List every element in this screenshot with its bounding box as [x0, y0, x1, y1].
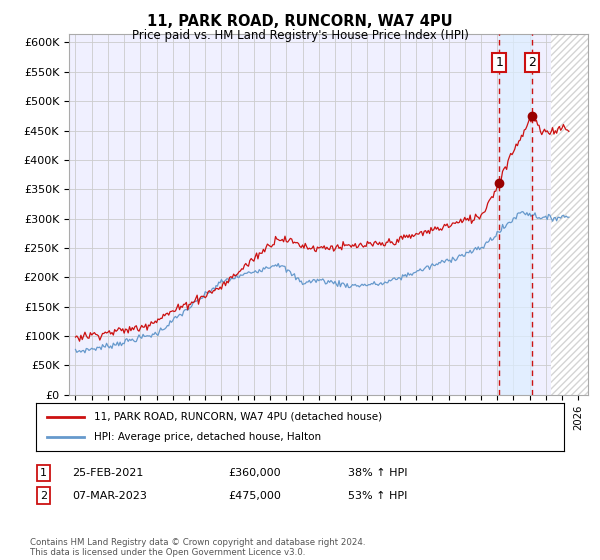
- Text: 11, PARK ROAD, RUNCORN, WA7 4PU: 11, PARK ROAD, RUNCORN, WA7 4PU: [147, 14, 453, 29]
- Text: HPI: Average price, detached house, Halton: HPI: Average price, detached house, Halt…: [94, 432, 321, 442]
- Bar: [551, 34, 588, 395]
- Text: 11, PARK ROAD, RUNCORN, WA7 4PU (detached house): 11, PARK ROAD, RUNCORN, WA7 4PU (detache…: [94, 412, 382, 422]
- Text: 53% ↑ HPI: 53% ↑ HPI: [348, 491, 407, 501]
- Text: Price paid vs. HM Land Registry's House Price Index (HPI): Price paid vs. HM Land Registry's House …: [131, 29, 469, 42]
- Text: Contains HM Land Registry data © Crown copyright and database right 2024.
This d: Contains HM Land Registry data © Crown c…: [30, 538, 365, 557]
- Bar: [499, 34, 532, 395]
- Text: £360,000: £360,000: [228, 468, 281, 478]
- Bar: [551, 34, 588, 395]
- Text: 07-MAR-2023: 07-MAR-2023: [72, 491, 147, 501]
- Text: 2: 2: [529, 56, 536, 69]
- Text: 1: 1: [495, 56, 503, 69]
- Text: 2: 2: [40, 491, 47, 501]
- Text: £475,000: £475,000: [228, 491, 281, 501]
- Text: 1: 1: [40, 468, 47, 478]
- Text: 25-FEB-2021: 25-FEB-2021: [72, 468, 143, 478]
- Text: 38% ↑ HPI: 38% ↑ HPI: [348, 468, 407, 478]
